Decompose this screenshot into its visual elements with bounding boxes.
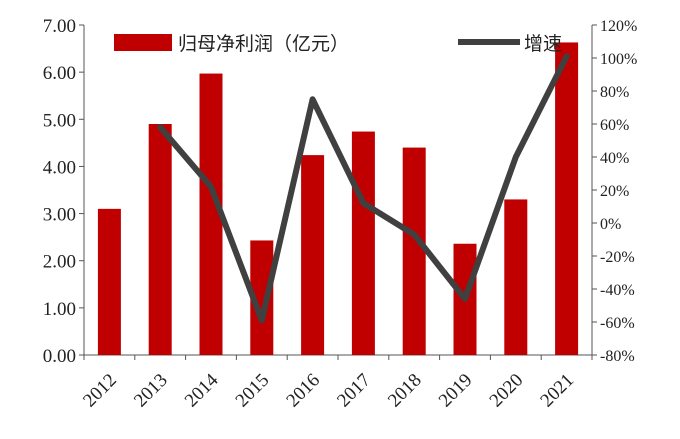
legend-swatch-bar (114, 34, 172, 51)
right-tick-label: -60% (600, 315, 635, 332)
bar (504, 199, 528, 355)
right-tick-label: 100% (600, 51, 637, 68)
right-tick-label: 0% (600, 216, 621, 233)
bar-series (97, 42, 579, 356)
left-tick-label: 6.00 (43, 63, 76, 84)
x-tick-label: 2012 (79, 370, 121, 412)
left-tick-label: 4.00 (43, 157, 76, 178)
bar (250, 240, 274, 355)
legend: 归母净利润（亿元） 增速 (114, 33, 562, 55)
right-tick-label: -20% (600, 249, 635, 266)
x-tick-label: 2020 (486, 370, 528, 412)
bar (301, 155, 325, 355)
bar (199, 73, 223, 356)
bar (402, 147, 426, 355)
x-tick-label: 2018 (384, 370, 426, 412)
left-axis-ticks: 0.00 1.00 2.00 3.00 4.00 5.00 6.00 7.00 (43, 16, 84, 367)
right-tick-label: 20% (600, 183, 629, 200)
right-axis-ticks: -80% -60% -40% -20% 0% 20% 40% 60% 80% 100% 120% (592, 18, 637, 365)
x-tick-label: 2013 (130, 370, 172, 412)
left-tick-label: 1.00 (43, 299, 76, 320)
legend-label-bar: 归母净利润（亿元） (178, 33, 349, 55)
legend-label-line: 增速 (524, 33, 562, 55)
right-tick-label: -40% (600, 282, 635, 299)
bar (555, 42, 579, 355)
right-tick-label: -80% (600, 348, 635, 365)
x-tick-label: 2019 (435, 370, 477, 412)
right-tick-label: 60% (600, 117, 629, 134)
x-tick-label: 2017 (333, 370, 375, 412)
left-tick-label: 5.00 (43, 110, 76, 131)
right-tick-label: 80% (600, 84, 629, 101)
left-tick-label: 2.00 (43, 252, 76, 273)
x-tick-label: 2016 (282, 370, 324, 412)
line-series (157, 53, 570, 324)
left-tick-label: 7.00 (43, 16, 76, 37)
bar (148, 124, 172, 355)
growth-line (157, 53, 570, 324)
right-tick-label: 120% (600, 18, 637, 35)
bar (97, 208, 121, 355)
left-tick-label: 3.00 (43, 205, 76, 226)
right-tick-label: 40% (600, 150, 629, 167)
left-tick-label: 0.00 (43, 346, 76, 367)
x-tick-label: 2021 (536, 370, 578, 412)
x-tick-label: 2015 (232, 370, 274, 412)
bar (351, 131, 375, 355)
x-tick-label: 2014 (181, 369, 223, 411)
x-axis-ticks: 2012 2013 2014 2015 2016 2017 2018 2019 2020 2021 (79, 355, 593, 412)
